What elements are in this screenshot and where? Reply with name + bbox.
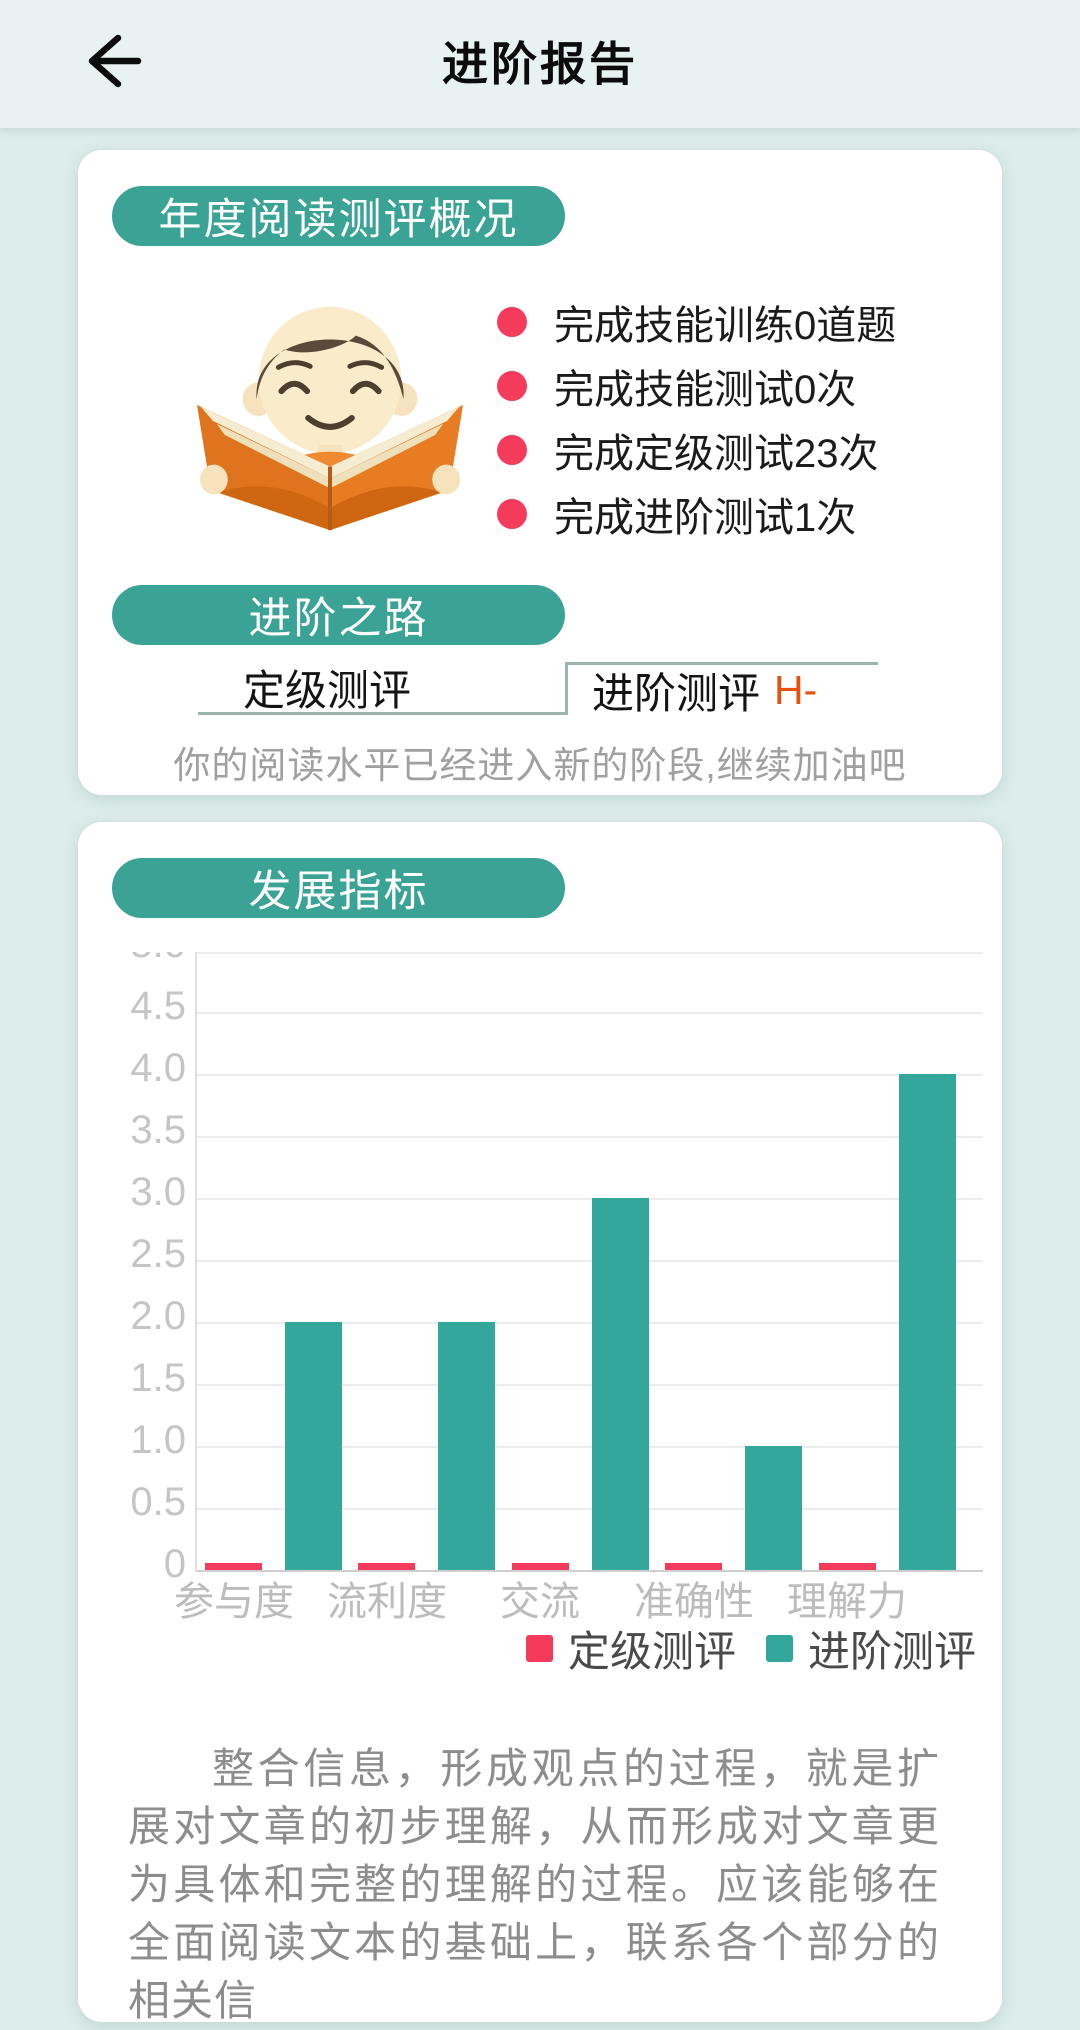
bar-进阶测评-交流 [592,1198,649,1570]
stat-item: 完成技能训练0道题 [497,290,896,354]
stat-label: 完成进阶测试1次 [554,496,857,540]
y-axis-tick: 5.0 [98,952,186,968]
gridline [195,1012,983,1014]
grade-badge: H- [774,666,818,713]
stats-list: 完成技能训练0道题 完成技能测试0次 完成定级测试23次 完成进阶测试1次 [497,290,896,546]
bullet-dot-icon [497,435,527,465]
y-axis-tick: 0 [163,1542,186,1586]
y-axis-tick: 4.0 [130,1046,186,1090]
bullet-dot-icon [497,307,527,337]
back-button[interactable] [78,28,148,94]
x-axis-tick: 交流 [500,1580,580,1624]
stat-label: 完成定级测试23次 [554,432,879,476]
bar-定级测评-参与度 [205,1563,262,1570]
reading-boy-illustration [196,306,464,531]
gridline [195,1136,983,1138]
stat-item: 完成技能测试0次 [497,354,896,418]
gridline [195,952,983,954]
x-axis-tick: 流利度 [327,1580,447,1624]
bullet-dot-icon [497,499,527,529]
bar-进阶测评-参与度 [285,1322,342,1570]
stat-label: 完成技能训练0道题 [554,304,897,348]
x-axis-tick: 理解力 [787,1580,907,1624]
tab-advance-test[interactable]: 进阶测评 H- [565,662,878,717]
y-axis-tick: 4.5 [130,984,186,1028]
gridline [195,1446,983,1448]
assessment-tabs: 定级测评 进阶测评 H- [198,662,878,717]
legend-label: 进阶测评 [807,1627,976,1675]
gridline [195,1260,983,1262]
page-title: 进阶报告 [442,38,638,90]
legend-swatch-icon [525,1634,553,1662]
gridline [195,1198,983,1200]
y-axis-tick: 3.0 [130,1170,186,1214]
bar-定级测评-理解力 [819,1563,876,1570]
bar-进阶测评-准确性 [745,1446,802,1570]
legend-item: 进阶测评 [765,1618,976,1679]
y-axis-line [195,952,197,1572]
legend-label: 定级测评 [567,1627,736,1675]
app-header: 进阶报告 [0,0,1080,128]
bar-定级测评-流利度 [358,1563,415,1570]
bar-定级测评-交流 [512,1563,569,1570]
y-axis-tick: 2.0 [130,1294,186,1338]
x-axis-tick: 参与度 [174,1580,294,1624]
gridline [195,1508,983,1510]
gridline [195,1322,983,1324]
indicators-card: 发展指标 0 0.5 1.0 1.5 2.0 2.5 3.0 3.5 4.0 4.5 5.0 参与度流… [78,822,1002,2024]
overview-card: 年度阅读测评概况 完成技能训练0道题 完成技能测试0次 [78,150,1002,795]
gridline [195,1570,983,1572]
y-axis-tick: 0.5 [130,1480,186,1524]
bar-进阶测评-理解力 [899,1074,956,1570]
section-badge-path: 进阶之路 [112,585,565,645]
arrow-left-icon [88,34,142,88]
section-badge-overview: 年度阅读测评概况 [112,186,565,246]
x-axis-tick: 准确性 [634,1580,754,1624]
bar-定级测评-准确性 [665,1563,722,1570]
legend-swatch-icon [765,1634,793,1662]
y-axis-tick: 3.5 [130,1108,186,1152]
section-badge-indicators: 发展指标 [112,858,565,918]
chart-legend: 定级测评 进阶测评 [78,1622,976,1675]
stat-item: 完成定级测试23次 [497,418,896,482]
legend-item: 定级测评 [525,1618,736,1679]
hint-text: 你的阅读水平已经进入新的阶段,继续加油吧 [173,745,907,786]
stat-item: 完成进阶测试1次 [497,482,896,546]
gridline [195,1384,983,1386]
y-axis-tick: 2.5 [130,1232,186,1276]
y-axis-tick: 1.0 [130,1418,186,1462]
gridline [195,1074,983,1076]
bar-进阶测评-流利度 [438,1322,495,1570]
description-text: 整合信息，形成观点的过程，就是扩展对文章的初步理解，从而形成对文章更为具体和完整… [128,1745,940,2024]
tab-level-test[interactable]: 定级测评 [198,662,565,715]
stat-label: 完成技能测试0次 [554,368,857,412]
bullet-dot-icon [497,371,527,401]
y-axis-tick: 1.5 [130,1356,186,1400]
